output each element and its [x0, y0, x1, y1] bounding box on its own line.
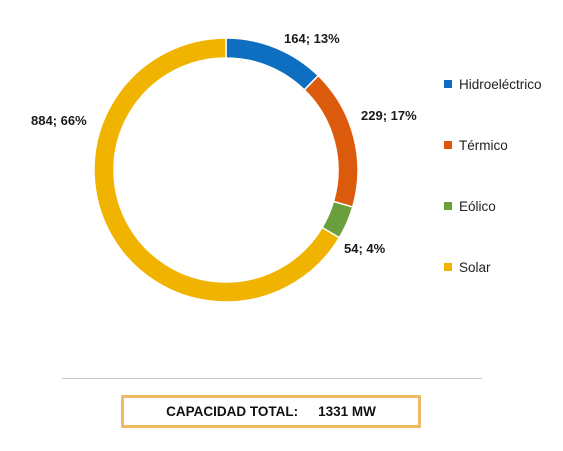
legend-swatch-eolico: [444, 202, 452, 210]
legend-label-eolico: Eólico: [459, 198, 496, 214]
legend-item-eolico: Eólico: [444, 196, 496, 216]
legend-label-solar: Solar: [459, 259, 491, 275]
legend-label-hidroelectrico: Hidroeléctrico: [459, 76, 542, 92]
legend-item-solar: Solar: [444, 257, 491, 277]
donut-slices: [93, 37, 359, 303]
divider-line: [62, 378, 482, 379]
legend-swatch-solar: [444, 263, 452, 271]
data-labels: 164; 13% 229; 17% 54; 4% 884; 66%: [31, 31, 417, 256]
data-label-hidroelectrico: 164; 13%: [284, 31, 340, 46]
donut-slice-solar: [93, 37, 341, 303]
data-label-termico: 229; 17%: [361, 108, 417, 123]
legend-item-hidroelectrico: Hidroeléctrico: [444, 74, 542, 94]
donut-slice-termico: [303, 74, 359, 208]
total-capacity-box: CAPACIDAD TOTAL: 1331 MW: [121, 395, 421, 428]
total-capacity-value: 1331 MW: [318, 404, 376, 419]
data-label-eolico: 54; 4%: [344, 241, 386, 256]
data-label-solar: 884; 66%: [31, 113, 87, 128]
legend-swatch-termico: [444, 141, 452, 149]
total-capacity-label: CAPACIDAD TOTAL:: [166, 404, 299, 419]
legend-swatch-hidroelectrico: [444, 80, 452, 88]
legend-label-termico: Térmico: [459, 137, 508, 153]
legend-item-termico: Térmico: [444, 135, 508, 155]
